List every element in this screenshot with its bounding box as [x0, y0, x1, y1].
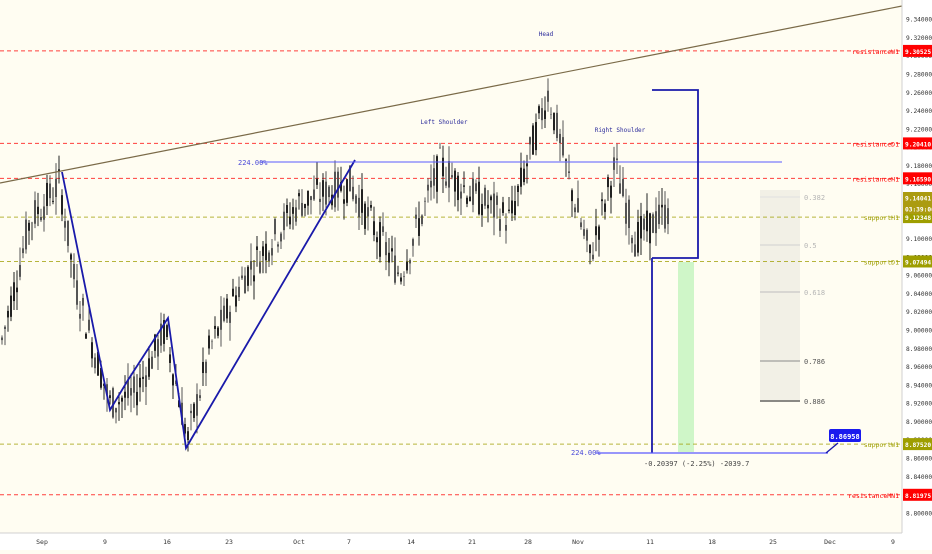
fib-label-0.886: 0.886	[804, 398, 825, 406]
level-name-supporth1: supportH1	[864, 214, 899, 222]
time-tick-label: 9	[891, 538, 895, 546]
time-tick-label: Sep	[36, 538, 48, 546]
time-tick-label: 11	[646, 538, 654, 546]
head-label: Head	[539, 31, 554, 38]
current-price-badge	[903, 203, 932, 214]
level-name-resistanceh1: resistanceH1	[852, 175, 899, 183]
current-price-text: 9.14041	[905, 196, 931, 203]
level-price-text: 9.20410	[905, 141, 931, 148]
left-shoulder-label: Left Shoulder	[421, 119, 468, 126]
time-tick-label: 28	[524, 538, 532, 546]
current-price-badge	[903, 192, 932, 203]
time-tick-label: 9	[103, 538, 107, 546]
time-tick-label: 25	[769, 538, 777, 546]
level-price-text: 9.07494	[905, 259, 931, 266]
time-tick-label: 23	[225, 538, 233, 546]
price-tick-label: 9.24000	[906, 108, 932, 115]
target-price-badge	[829, 429, 861, 442]
level-price-badge	[903, 44, 932, 57]
fib-label-0.5: 0.5	[804, 242, 817, 250]
target-price-label: 8.86958	[830, 433, 860, 441]
level-price-badge	[903, 172, 932, 185]
price-tick-label: 9.22000	[906, 126, 932, 133]
price-tick-label: 8.98000	[906, 346, 932, 353]
price-tick-label: 9.04000	[906, 291, 932, 298]
price-tick-label: 9.34000	[906, 17, 932, 24]
level-price-badge	[903, 438, 932, 451]
time-tick-label: 14	[407, 538, 415, 546]
price-tick-label: 8.86000	[906, 456, 932, 463]
price-tick-label: 9.18000	[906, 163, 932, 170]
level-price-text: 8.81975	[905, 493, 931, 500]
price-tick-label: 8.92000	[906, 401, 932, 408]
time-tick-label: 16	[163, 538, 171, 546]
price-tick-label: 9.02000	[906, 309, 932, 316]
price-tick-label: 9.32000	[906, 35, 932, 42]
price-tick-label: 8.90000	[906, 419, 932, 426]
projection-bracket[interactable]	[652, 89, 699, 259]
price-tick-label: 9.06000	[906, 273, 932, 280]
level-price-text: 8.87520	[905, 442, 931, 449]
level-price-badge	[903, 137, 932, 150]
price-tick-label: 9.26000	[906, 90, 932, 97]
level-name-supportw1: supportW1	[864, 441, 899, 449]
measure-label: -0.20397 (-2.25%) -2039.7	[644, 460, 749, 468]
price-tick-label: 8.80000	[906, 510, 932, 517]
time-tick-label: Dec	[824, 538, 836, 546]
fib-zone	[760, 190, 800, 402]
time-tick-label: Nov	[572, 538, 584, 546]
level-price-text: 9.12348	[905, 215, 931, 222]
fib-label-0.786: 0.786	[804, 358, 825, 366]
price-tick-label: 9.00000	[906, 328, 932, 335]
target-zone	[678, 262, 694, 452]
upper-trendline[interactable]	[0, 5, 903, 184]
level-price-text: 9.30525	[905, 49, 931, 56]
pct-top-label: 224.00%	[238, 159, 268, 167]
price-tick-label: 9.10000	[906, 236, 932, 243]
fib-label-0.618: 0.618	[804, 289, 825, 297]
level-price-badge	[903, 255, 932, 268]
level-name-resistanced1: resistanceD1	[852, 140, 899, 148]
level-price-badge	[903, 211, 932, 224]
time-tick-label: 7	[347, 538, 351, 546]
time-tick-label: 21	[468, 538, 476, 546]
x-axis-background	[0, 533, 932, 550]
price-tick-label: 8.94000	[906, 382, 932, 389]
level-price-text: 9.16590	[905, 176, 931, 183]
price-tick-label: 8.96000	[906, 364, 932, 371]
fib-label-0.382: 0.382	[804, 194, 825, 202]
level-name-resistancew1: resistanceW1	[852, 48, 899, 56]
right-shoulder-label: Right Shoulder	[595, 127, 646, 134]
target-pointer	[825, 442, 839, 454]
time-tick-label: 18	[708, 538, 716, 546]
level-name-resistancemn1: resistanceMN1	[848, 492, 899, 500]
level-name-supportd1: supportD1	[864, 258, 899, 266]
price-tick-label: 9.28000	[906, 72, 932, 79]
current-price-text: 03:39:06	[905, 207, 932, 214]
time-tick-label: Oct	[293, 538, 305, 546]
wave-pattern[interactable]	[61, 159, 356, 451]
price-tick-label: 9.16000	[906, 181, 932, 188]
price-tick-label: 8.84000	[906, 474, 932, 481]
pct-bottom-label: 224.00%	[571, 449, 601, 457]
level-price-badge	[903, 488, 932, 501]
